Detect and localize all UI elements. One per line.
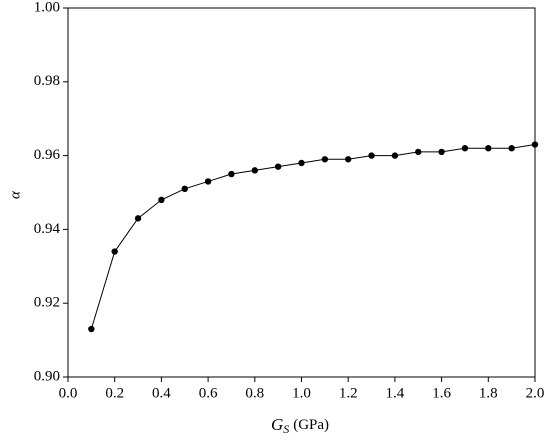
data-point [274,163,282,170]
x-tick-label: 0.2 [105,385,124,401]
data-point [134,215,142,222]
y-axis-label: α [7,190,23,199]
data-point [531,141,539,148]
data-point [485,145,492,152]
y-tick-label: 0.98 [34,73,60,89]
data-point [345,156,352,163]
data-point [391,152,399,159]
x-tick-label: 0.6 [199,385,218,401]
data-point [438,148,445,156]
data-point [181,185,188,193]
x-tick-label: 1.6 [432,385,451,401]
data-point [461,145,469,152]
data-point [508,145,515,152]
x-tick-label: 0.0 [59,385,78,401]
data-point [298,159,305,167]
x-label-subscript: S [283,422,289,436]
data-point [321,156,329,163]
data-point [111,248,118,255]
data-point [204,178,212,185]
x-tick-label: 2.0 [526,385,545,401]
data-point [228,170,235,178]
y-tick-label: 0.92 [34,295,60,311]
data-point [415,148,422,156]
data-point [251,167,258,174]
y-tick-label: 1.00 [34,0,60,15]
data-point [158,196,165,204]
series-line [90,144,536,330]
plot-frame [67,7,536,378]
x-label-symbol: G [271,415,283,434]
x-label-unit: (GPa) [293,417,329,433]
x-tick-label: 1.0 [292,385,311,401]
x-axis-label: GS (GPa) [271,415,329,436]
x-tick-label: 1.4 [386,385,405,401]
data-point [88,325,95,333]
y-tick-label: 0.96 [34,147,61,163]
y-tick-label: 0.90 [34,368,60,384]
x-tick-label: 1.2 [339,385,358,401]
data-point [368,152,375,159]
x-tick-label: 0.4 [152,385,171,401]
y-tick-label: 0.94 [34,221,61,237]
x-tick-label: 0.8 [245,385,264,401]
x-tick-label: 1.8 [479,385,498,401]
